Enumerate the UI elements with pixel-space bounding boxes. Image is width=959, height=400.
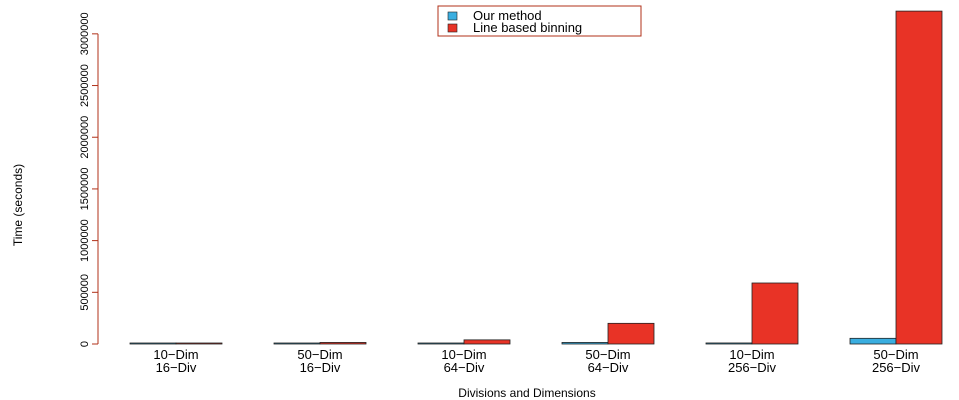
y-tick-label: 2500000 — [79, 64, 91, 107]
y-axis: 0 500000 1000000 1500000 2000000 2500000 30000… — [79, 12, 99, 347]
bars — [129, 10, 943, 345]
bar-our-method — [273, 342, 321, 345]
x-tick-label: 64−Div — [588, 360, 629, 375]
bar-line-based-binning — [751, 282, 799, 345]
x-tick-label: 10−Dim — [441, 347, 486, 362]
x-tick-label: 64−Div — [444, 360, 485, 375]
y-tick-label: 1500000 — [79, 168, 91, 211]
x-tick-label: 10−Dim — [153, 347, 198, 362]
x-axis-title: Divisions and Dimensions — [458, 386, 595, 400]
y-tick-label: 0 — [79, 341, 91, 347]
x-tick-label: 50−Dim — [297, 347, 342, 362]
y-tick-label: 2000000 — [79, 116, 91, 159]
x-tick-label: 10−Dim — [729, 347, 774, 362]
legend-label: Line based binning — [473, 20, 582, 35]
x-tick-label: 256−Div — [728, 360, 777, 375]
x-tick-label: 16−Div — [156, 360, 197, 375]
bar-line-based-binning — [463, 339, 511, 345]
bar-line-based-binning — [895, 10, 943, 345]
y-axis-title: Time (seconds) — [11, 164, 25, 246]
legend-box — [437, 5, 642, 37]
bar-our-method — [417, 342, 465, 345]
legend-swatch — [447, 11, 458, 21]
y-tick-label: 3000000 — [79, 12, 91, 55]
bar-line-based-binning — [607, 322, 655, 345]
x-tick-label: 256−Div — [872, 360, 921, 375]
x-tick-label: 50−Dim — [873, 347, 918, 362]
legend-swatch — [447, 23, 458, 33]
x-tick-label: 50−Dim — [585, 347, 630, 362]
y-tick-label: 500000 — [79, 274, 91, 311]
y-tick-label: 1000000 — [79, 219, 91, 262]
x-axis-labels: 10−Dim16−Div50−Dim16−Div10−Dim64−Div50−D… — [153, 347, 920, 375]
x-tick-label: 16−Div — [300, 360, 341, 375]
bar-line-based-binning — [319, 342, 367, 345]
bar-line-based-binning — [175, 342, 223, 345]
bar-our-method — [705, 342, 753, 345]
bar-our-method — [561, 342, 609, 345]
bar-our-method — [849, 337, 897, 345]
legend-label: Our method — [473, 8, 542, 23]
bar-our-method — [129, 342, 177, 345]
